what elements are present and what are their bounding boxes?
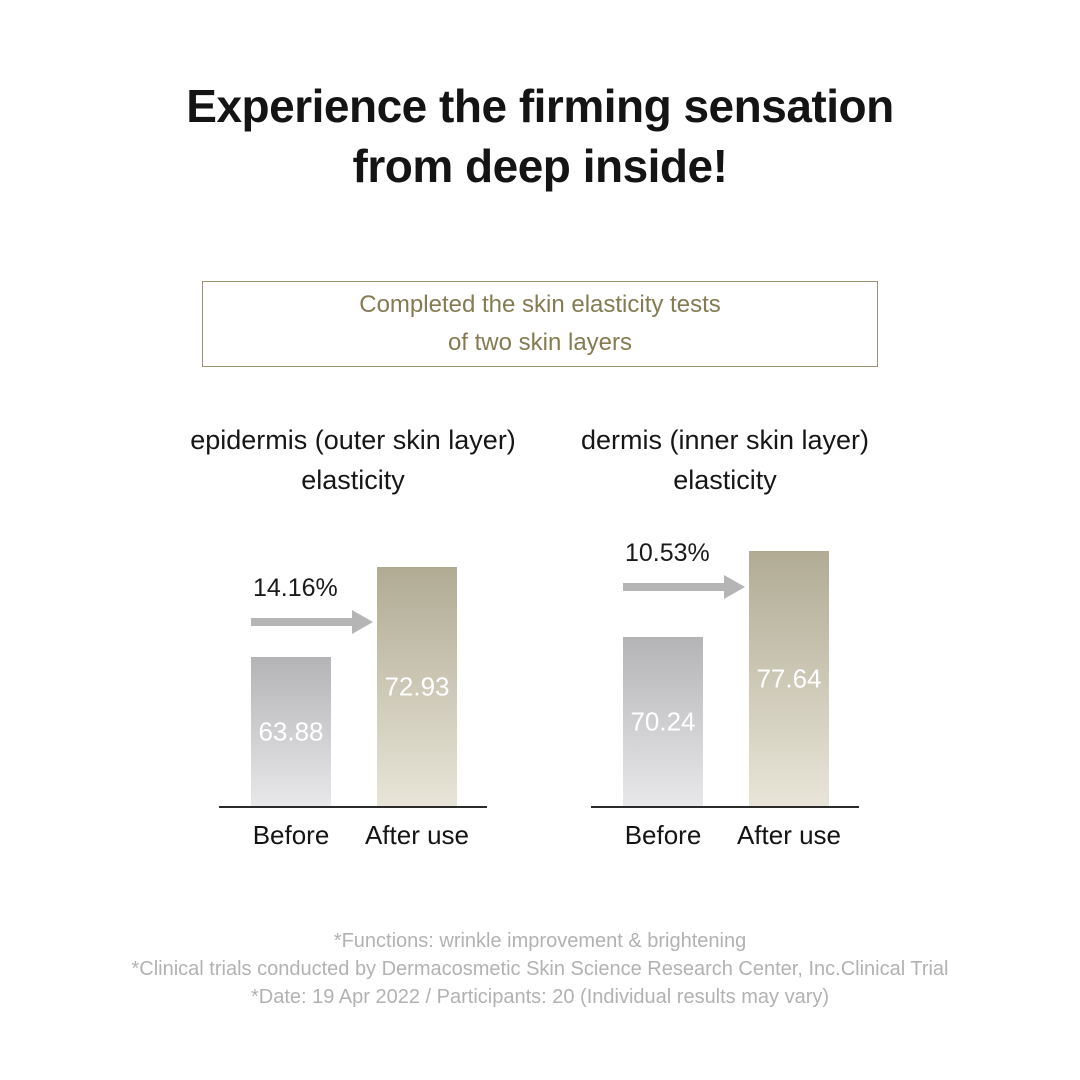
bar-before: 63.88 <box>251 657 331 806</box>
bar-before: 70.24 <box>623 637 703 806</box>
arrow-head <box>352 610 373 634</box>
page-title-line-1: Experience the firming sensation <box>186 80 894 132</box>
bar-after-use: 77.64 <box>749 551 829 806</box>
category-label-after-use: After use <box>736 820 842 850</box>
category-label-before: Before <box>624 820 702 850</box>
chart-title-line-1: dermis (inner skin layer) <box>580 425 870 455</box>
chart-epidermis-elasticity: epidermis (outer skin layer) elasticity … <box>183 420 523 890</box>
footnote-functions: *Functions: wrinkle improvement & bright… <box>333 930 747 952</box>
chart-title: epidermis (outer skin layer) elasticity <box>183 420 523 500</box>
plot-area: 10.53% 70.24 77.64 Before After use <box>591 539 859 850</box>
increase-annotation: 14.16% <box>251 574 373 634</box>
x-axis-baseline <box>591 806 859 808</box>
plot-area: 14.16% 63.88 72.93 Before After use <box>219 540 487 850</box>
right-arrow-icon <box>251 610 373 634</box>
arrow-shaft <box>251 618 352 626</box>
footnote-date-participants: *Date: 19 Apr 2022 / Participants: 20 (I… <box>250 986 830 1008</box>
bar-after-use: 72.93 <box>377 567 457 806</box>
bar-value-label: 77.64 <box>756 663 822 693</box>
test-summary-line-2: of two skin layers <box>447 329 633 356</box>
arrow-head <box>724 575 745 599</box>
bar-value-label: 70.24 <box>630 706 696 736</box>
chart-title-line-2: elasticity <box>673 465 777 495</box>
x-axis-baseline <box>219 806 487 808</box>
chart-title-line-1: epidermis (outer skin layer) <box>190 425 516 455</box>
bar-value-label: 72.93 <box>384 671 450 701</box>
increase-percentage: 10.53% <box>625 539 710 567</box>
chart-dermis-elasticity: dermis (inner skin layer) elasticity 10.… <box>555 420 895 890</box>
right-arrow-icon <box>623 575 745 599</box>
category-label-after-use: After use <box>364 820 470 850</box>
increase-annotation: 10.53% <box>623 539 745 599</box>
chart-title-line-2: elasticity <box>301 465 405 495</box>
footnote-clinical-trials: *Clinical trials conducted by Dermacosme… <box>131 958 949 980</box>
arrow-shaft <box>623 583 724 591</box>
page-title: Experience the firming sensation from de… <box>0 76 1080 196</box>
test-summary-box: Completed the skin elasticity tests of t… <box>202 281 878 367</box>
chart-title: dermis (inner skin layer) elasticity <box>555 420 895 500</box>
category-label-before: Before <box>252 820 330 850</box>
footnotes: *Functions: wrinkle improvement & bright… <box>0 927 1080 1011</box>
bar-value-label: 63.88 <box>258 716 324 746</box>
test-summary-line-1: Completed the skin elasticity tests <box>359 291 721 318</box>
page-title-line-2: from deep inside! <box>352 140 728 192</box>
increase-percentage: 14.16% <box>253 574 338 602</box>
